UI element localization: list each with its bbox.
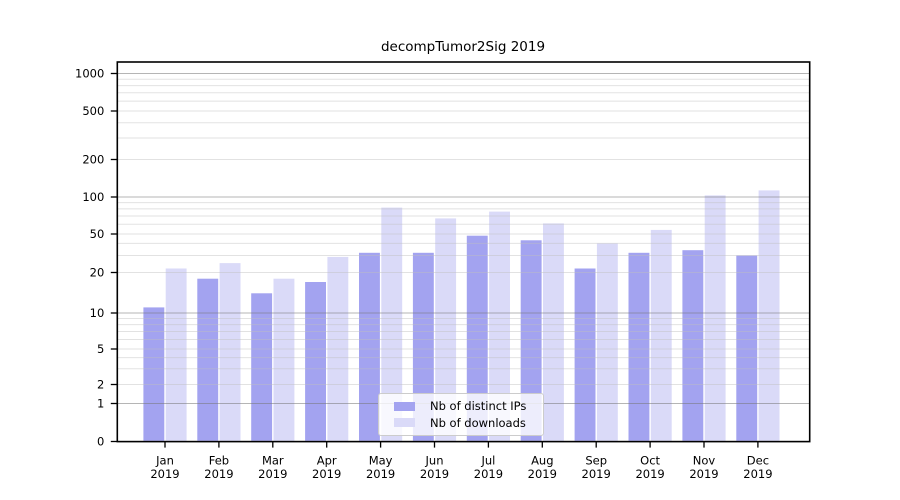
- legend-swatch-downloads: [394, 418, 415, 428]
- bar-ips-mar: [251, 293, 273, 441]
- y-tick-label-200: 200: [82, 153, 104, 167]
- x-tick-label-oct: Oct 2019: [635, 454, 664, 482]
- bar-ips-dec: [736, 255, 758, 441]
- legend-label-ips: Nb of distinct IPs: [430, 399, 527, 414]
- legend: Nb of distinct IPs Nb of downloads: [378, 393, 544, 436]
- bar-downloads-nov: [704, 195, 726, 441]
- y-tick-label-0: 0: [97, 435, 104, 449]
- bar-ips-apr: [305, 282, 326, 441]
- bar-downloads-jan: [165, 268, 187, 441]
- bar-ips-may: [359, 252, 380, 441]
- y-tick-label-1000: 1000: [75, 67, 104, 81]
- legend-item-ips: Nb of distinct IPs: [387, 399, 535, 413]
- x-tick-label-aug: Aug 2019: [528, 454, 557, 482]
- bar-ips-aug: [520, 240, 542, 441]
- y-tick-label-100: 100: [82, 190, 104, 204]
- x-tick-label-mar: Mar 2019: [258, 454, 287, 482]
- bar-downloads-jun: [435, 218, 457, 441]
- axes-border: [116, 61, 811, 443]
- y-tick-label-2: 2: [97, 378, 104, 392]
- x-tick-label-jul: Jul 2019: [474, 454, 503, 482]
- x-tick-label-may: May 2019: [366, 454, 395, 482]
- bar-downloads-aug: [543, 223, 564, 441]
- y-tick-label-50: 50: [90, 227, 105, 241]
- legend-swatch-ips: [394, 401, 415, 411]
- y-tick-label-20: 20: [90, 266, 105, 280]
- y-tick-label-500: 500: [82, 104, 104, 118]
- bar-downloads-apr: [327, 256, 349, 441]
- legend-item-downloads: Nb of downloads: [387, 416, 535, 430]
- x-tick-label-dec: Dec 2019: [743, 454, 772, 482]
- bar-downloads-dec: [758, 190, 780, 441]
- bar-ips-feb: [197, 278, 219, 441]
- y-tick-label-5: 5: [97, 342, 104, 356]
- y-tick-label-10: 10: [90, 306, 105, 320]
- x-tick-label-jan: Jan 2019: [150, 454, 179, 482]
- x-tick-label-sep: Sep 2019: [582, 454, 611, 482]
- bar-downloads-may: [381, 207, 403, 441]
- bar-downloads-feb: [219, 263, 241, 441]
- x-tick-label-apr: Apr 2019: [312, 454, 341, 482]
- bar-downloads-jul: [489, 211, 510, 441]
- bar-downloads-oct: [650, 229, 672, 441]
- bar-downloads-mar: [273, 278, 295, 441]
- legend-label-downloads: Nb of downloads: [430, 415, 526, 430]
- chart-title: decompTumor2Sig 2019: [380, 39, 546, 55]
- y-tick-label-1: 1: [97, 397, 104, 411]
- bar-ips-jul: [466, 235, 488, 441]
- x-tick-label-feb: Feb 2019: [204, 454, 233, 482]
- bar-ips-sep: [574, 268, 596, 441]
- bar-ips-oct: [628, 252, 650, 441]
- bar-downloads-sep: [596, 243, 618, 441]
- bar-ips-jan: [143, 307, 165, 441]
- x-tick-label-nov: Nov 2019: [689, 454, 718, 482]
- bar-ips-nov: [682, 250, 704, 441]
- x-tick-label-jun: Jun 2019: [420, 454, 449, 482]
